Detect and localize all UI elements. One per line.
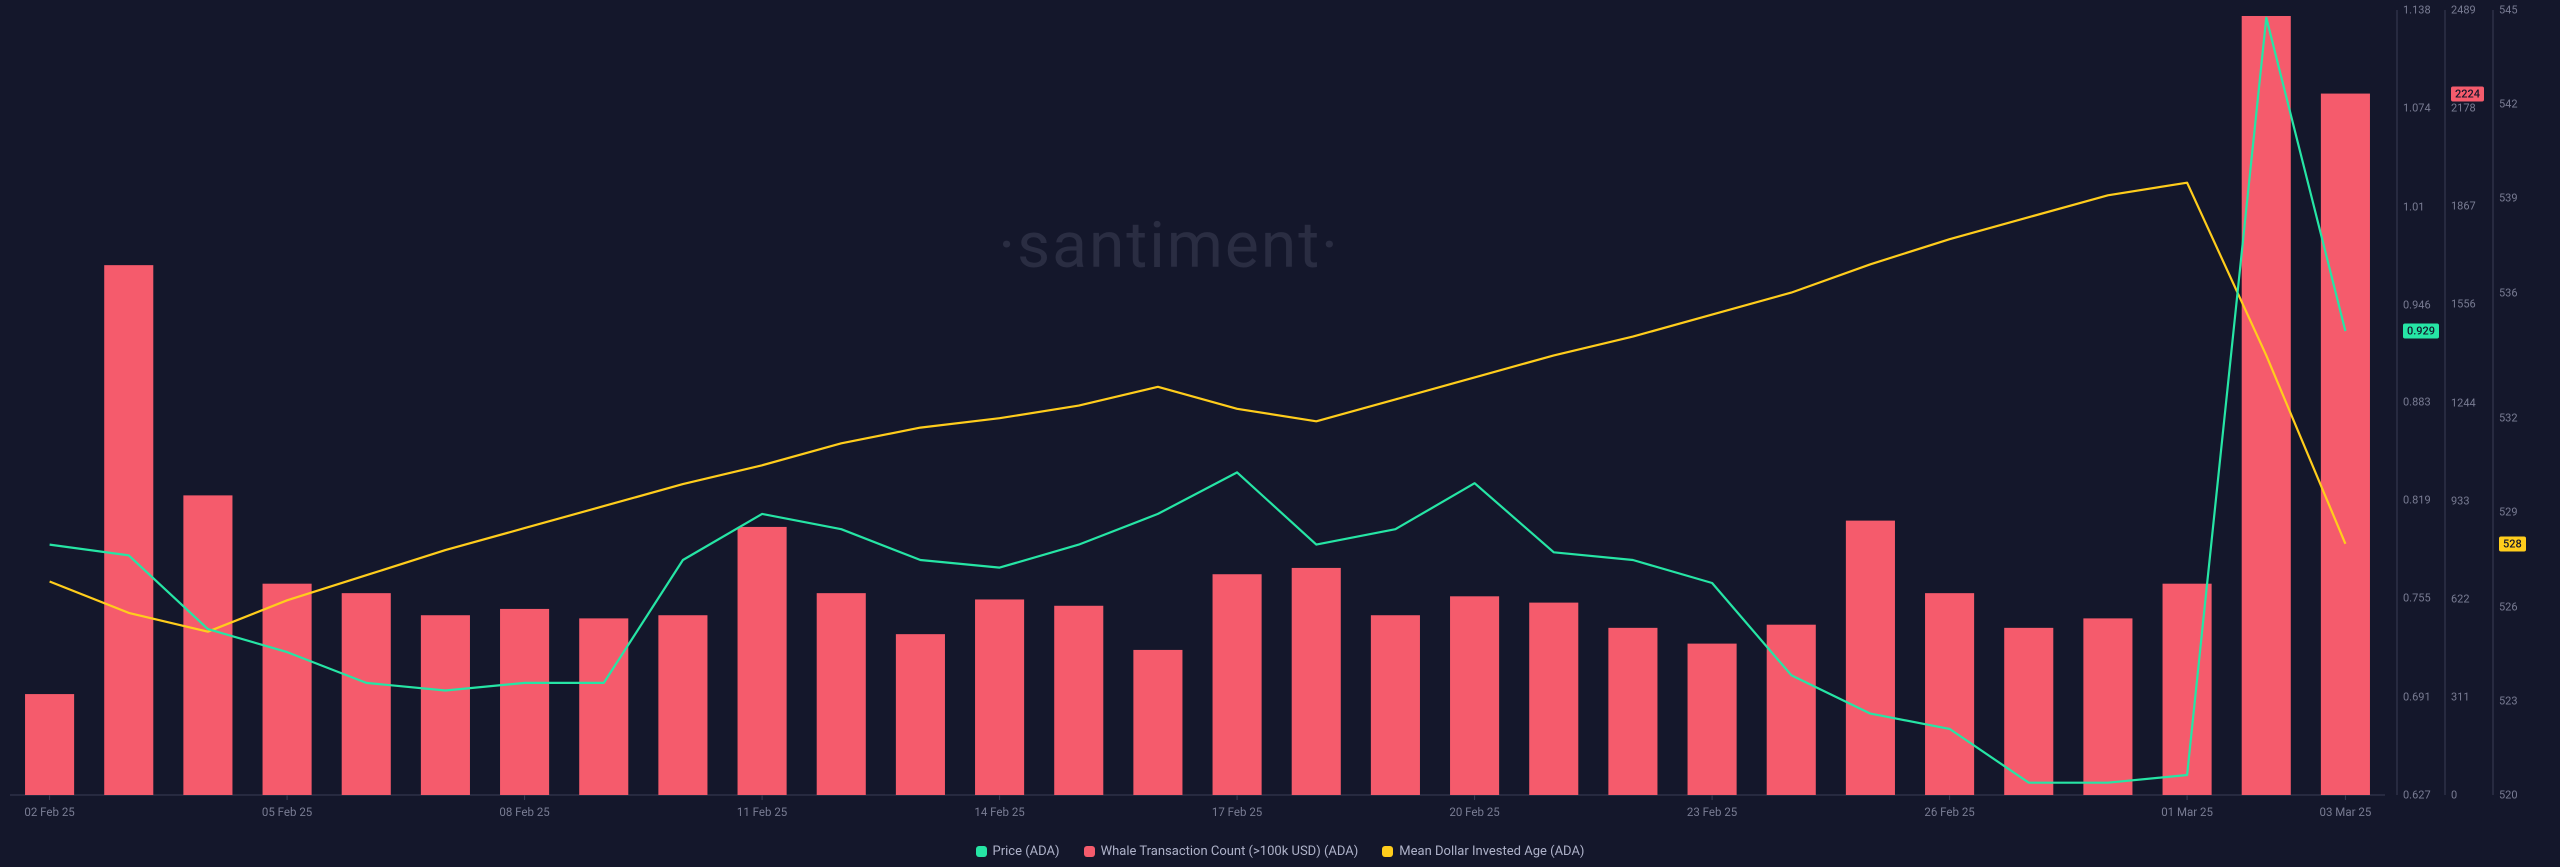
y-tick-label: 523	[2499, 694, 2518, 707]
x-tick-label: 03 Mar 25	[2320, 805, 2372, 819]
y-tick-label: 2489	[2451, 3, 2476, 16]
series-line[interactable]	[50, 183, 2346, 632]
y-tick-label: 526	[2499, 600, 2518, 613]
x-tick-label: 14 Feb 25	[974, 805, 1024, 819]
bar[interactable]	[342, 593, 391, 795]
x-tick-label: 20 Feb 25	[1449, 805, 1499, 819]
bar[interactable]	[1608, 628, 1657, 795]
y-tick-label: 311	[2451, 690, 2470, 703]
bar[interactable]	[1846, 521, 1895, 795]
y-tick-label: 622	[2451, 592, 2470, 605]
y-tick-label: 0.691	[2403, 690, 2431, 703]
bar[interactable]	[104, 265, 153, 795]
x-tick-label: 08 Feb 25	[499, 805, 549, 819]
bar[interactable]	[2083, 618, 2132, 795]
axis-badge: 2224	[2451, 86, 2484, 101]
y-tick-label: 1.074	[2403, 102, 2431, 115]
bar[interactable]	[1450, 596, 1499, 795]
y-tick-label: 545	[2499, 3, 2518, 16]
chart-container: ·santiment· Price (ADA)Whale Transaction…	[0, 0, 2560, 867]
bar[interactable]	[1767, 625, 1816, 795]
bar[interactable]	[421, 615, 470, 795]
bar[interactable]	[658, 615, 707, 795]
legend-swatch	[976, 846, 987, 857]
y-tick-label: 0.627	[2403, 789, 2431, 802]
bar[interactable]	[1529, 603, 1578, 795]
legend: Price (ADA) Whale Transaction Count (>100…	[0, 844, 2560, 861]
legend-item[interactable]: Mean Dollar Invested Age (ADA)	[1382, 844, 1584, 859]
legend-item[interactable]: Whale Transaction Count (>100k USD) (ADA…	[1084, 844, 1359, 859]
bar[interactable]	[1133, 650, 1182, 795]
chart-svg	[0, 0, 2560, 867]
axis-badge: 0.929	[2403, 324, 2439, 339]
bar[interactable]	[1371, 615, 1420, 795]
bar[interactable]	[2242, 16, 2291, 795]
y-tick-label: 536	[2499, 286, 2518, 299]
legend-label: Price (ADA)	[993, 844, 1060, 859]
x-tick-label: 02 Feb 25	[24, 805, 74, 819]
y-tick-label: 0.819	[2403, 494, 2431, 507]
series-line[interactable]	[50, 18, 2346, 783]
y-tick-label: 1867	[2451, 200, 2476, 213]
y-tick-label: 1244	[2451, 396, 2476, 409]
legend-label: Whale Transaction Count (>100k USD) (ADA…	[1101, 844, 1359, 859]
x-tick-label: 05 Feb 25	[262, 805, 312, 819]
x-tick-label: 01 Mar 25	[2161, 805, 2213, 819]
bar[interactable]	[1292, 568, 1341, 795]
y-tick-label: 539	[2499, 192, 2518, 205]
bar[interactable]	[25, 694, 74, 795]
y-tick-label: 2178	[2451, 102, 2476, 115]
axis-badge: 528	[2499, 536, 2526, 551]
bar[interactable]	[975, 599, 1024, 795]
bar[interactable]	[183, 495, 232, 795]
y-tick-label: 542	[2499, 98, 2518, 111]
bar[interactable]	[817, 593, 866, 795]
legend-item[interactable]: Price (ADA)	[976, 844, 1060, 859]
y-tick-label: 532	[2499, 412, 2518, 425]
y-tick-label: 529	[2499, 506, 2518, 519]
y-tick-label: 0.883	[2403, 395, 2431, 408]
bar[interactable]	[738, 527, 787, 795]
bar[interactable]	[2321, 94, 2370, 795]
y-tick-label: 933	[2451, 494, 2470, 507]
legend-swatch	[1084, 846, 1095, 857]
y-tick-label: 1556	[2451, 298, 2476, 311]
bar[interactable]	[896, 634, 945, 795]
bar[interactable]	[1054, 606, 1103, 795]
x-tick-label: 11 Feb 25	[737, 805, 787, 819]
y-tick-label: 520	[2499, 789, 2518, 802]
legend-label: Mean Dollar Invested Age (ADA)	[1399, 844, 1584, 859]
bar[interactable]	[1688, 644, 1737, 795]
x-tick-label: 26 Feb 25	[1924, 805, 1974, 819]
bar[interactable]	[263, 584, 312, 795]
x-tick-label: 17 Feb 25	[1212, 805, 1262, 819]
x-tick-label: 23 Feb 25	[1687, 805, 1737, 819]
bar[interactable]	[500, 609, 549, 795]
y-tick-label: 0.946	[2403, 298, 2431, 311]
bar[interactable]	[579, 618, 628, 795]
legend-swatch	[1382, 846, 1393, 857]
bar[interactable]	[1925, 593, 1974, 795]
y-tick-label: 1.01	[2403, 200, 2424, 213]
y-tick-label: 1.138	[2403, 3, 2431, 16]
y-tick-label: 0.755	[2403, 592, 2431, 605]
bar[interactable]	[1213, 574, 1262, 795]
y-tick-label: 0	[2451, 789, 2457, 802]
